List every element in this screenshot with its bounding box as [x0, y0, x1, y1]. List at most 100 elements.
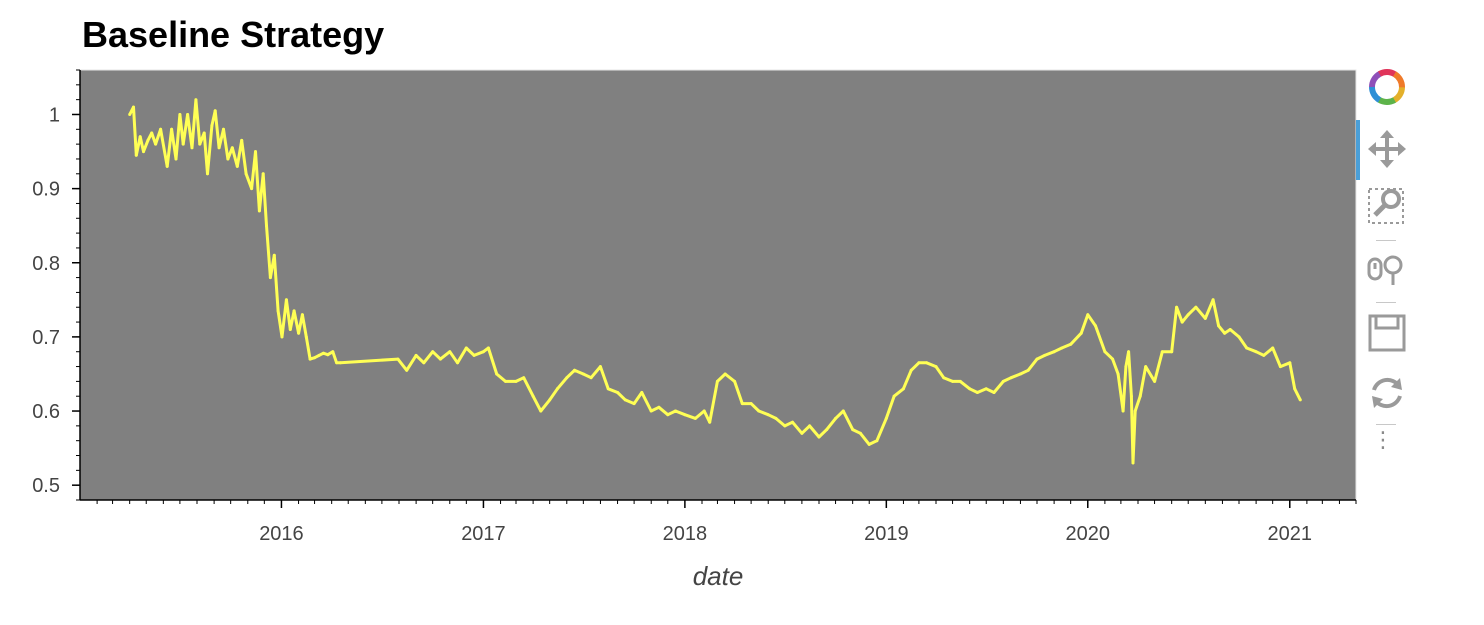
data-point	[194, 98, 198, 102]
data-point	[230, 146, 234, 150]
data-point	[1001, 379, 1005, 383]
data-point	[222, 127, 225, 131]
data-point	[431, 350, 435, 354]
data-point	[217, 146, 221, 150]
data-point	[1079, 331, 1083, 335]
data-point	[226, 157, 230, 161]
data-point	[154, 142, 158, 146]
active-tool-indicator	[1356, 120, 1360, 180]
more-tools-icon[interactable]: ⋮	[1372, 428, 1395, 453]
data-point	[733, 379, 737, 383]
data-point	[539, 409, 543, 413]
data-point	[1262, 353, 1266, 357]
data-point	[159, 127, 163, 131]
data-point	[522, 376, 526, 380]
data-point	[808, 424, 812, 428]
data-point	[321, 351, 325, 355]
data-point	[174, 157, 178, 161]
data-point	[396, 357, 400, 361]
data-point	[1211, 298, 1215, 302]
data-point	[132, 105, 135, 109]
data-point	[190, 146, 194, 150]
data-point	[632, 402, 636, 406]
data-point	[1052, 350, 1056, 354]
series-line	[128, 98, 1302, 465]
data-point	[456, 361, 459, 365]
data-point	[1271, 346, 1275, 350]
data-point	[841, 409, 845, 413]
data-point	[1124, 365, 1128, 369]
data-point	[300, 313, 304, 317]
data-point	[984, 387, 988, 391]
data-point	[1144, 365, 1148, 369]
data-point	[142, 150, 145, 154]
box-zoom-icon[interactable]	[1366, 184, 1408, 226]
chart-canvas: 0.5 0.6 0.7 0.8 0.9 1 2016 2017 2018 2019 2020 202…	[32, 69, 1357, 591]
data-point	[1228, 328, 1232, 331]
chart-title: Baseline Strategy	[82, 14, 385, 55]
data-point	[640, 391, 644, 394]
data-point	[702, 409, 706, 413]
data-point	[1035, 357, 1039, 361]
bokeh-logo-icon[interactable]	[1366, 66, 1408, 108]
data-point	[901, 387, 905, 391]
data-point	[875, 439, 879, 443]
data-point	[917, 361, 921, 365]
data-point	[464, 346, 468, 350]
data-point	[555, 387, 559, 391]
data-point	[867, 442, 871, 446]
data-point	[693, 416, 697, 420]
data-point	[934, 365, 938, 369]
data-point	[783, 424, 787, 428]
data-point	[1069, 342, 1073, 346]
data-point	[297, 331, 301, 335]
data-point	[405, 368, 409, 372]
data-point	[146, 138, 150, 142]
data-point	[825, 428, 829, 432]
data-point	[1180, 320, 1184, 324]
data-point	[1138, 394, 1142, 398]
data-point	[1186, 313, 1190, 317]
data-point	[272, 253, 276, 257]
plot-area[interactable]	[79, 69, 1357, 501]
y-tick-label: 0.9	[32, 179, 60, 201]
data-point	[708, 420, 712, 424]
data-point	[339, 361, 342, 365]
data-point	[150, 131, 154, 135]
data-point	[331, 350, 335, 354]
data-point	[1194, 305, 1198, 309]
data-point	[958, 379, 962, 383]
data-point	[683, 413, 687, 417]
data-point	[968, 387, 972, 391]
pan-icon[interactable]	[1366, 128, 1408, 170]
data-point	[1026, 368, 1030, 372]
data-point	[165, 164, 169, 168]
data-point	[975, 391, 979, 394]
data-point	[481, 350, 485, 354]
reset-icon[interactable]	[1366, 372, 1408, 414]
save-icon[interactable]	[1366, 312, 1408, 354]
toolbar-divider	[1376, 240, 1396, 241]
toolbar-divider	[1376, 302, 1396, 303]
data-point	[313, 356, 317, 360]
x-tick-label: 2017	[461, 523, 506, 545]
wheel-zoom-icon[interactable]	[1366, 248, 1408, 290]
data-point	[1111, 357, 1115, 361]
data-point	[213, 109, 217, 113]
y-tick-label: 0.6	[32, 401, 60, 423]
data-point	[504, 379, 507, 383]
data-point	[531, 394, 535, 398]
data-point	[202, 131, 206, 135]
data-point	[606, 387, 610, 391]
y-tick-label: 0.8	[32, 253, 60, 275]
data-point	[170, 127, 174, 131]
data-point	[422, 361, 426, 365]
data-point	[649, 409, 653, 413]
chart-toolbar: ⋮	[1356, 62, 1416, 462]
data-point	[1103, 350, 1107, 354]
data-point	[1129, 394, 1133, 398]
data-point	[210, 124, 214, 128]
data-point	[304, 335, 308, 339]
data-point	[1127, 350, 1131, 354]
data-point	[1009, 376, 1013, 380]
